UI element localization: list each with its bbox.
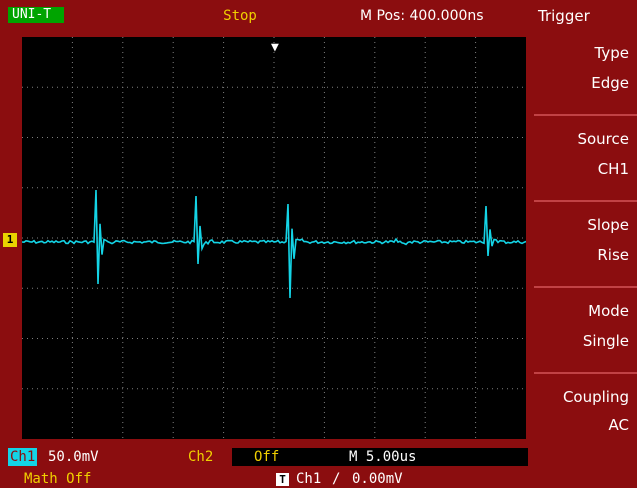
ch2-field	[232, 448, 356, 466]
menu-label-slope: Slope	[587, 216, 629, 234]
trigger-source: Ch1	[296, 471, 322, 487]
trigger-level: 0.00mV	[352, 471, 403, 487]
math-status: Math Off	[24, 471, 92, 487]
menu-value-mode: Single	[582, 332, 629, 350]
ch1-tag[interactable]: Ch1	[8, 448, 38, 466]
menu-label-coupling: Coupling	[562, 388, 629, 406]
menu-item-slope[interactable]: Slope Rise	[534, 202, 637, 286]
run-status: Stop	[223, 8, 257, 24]
menu-value-type: Edge	[591, 74, 629, 92]
ch1-trace	[22, 189, 526, 299]
waveform-display	[22, 37, 526, 439]
menu-value-source: CH1	[597, 160, 629, 178]
menu-item-coupling[interactable]: Coupling AC	[534, 374, 637, 450]
menu-divider	[534, 200, 637, 202]
menu-value-slope: Rise	[597, 246, 629, 264]
side-menu: Type Edge Source CH1 Slope Rise Mode Sin…	[528, 30, 637, 450]
trigger-slope-icon: /	[332, 471, 341, 487]
menu-item-mode[interactable]: Mode Single	[534, 288, 637, 372]
ch2-tag[interactable]: Ch2	[188, 449, 214, 465]
timebase: M 5.00us	[349, 449, 417, 465]
timebase-field	[342, 448, 528, 466]
trigger-icon: T	[276, 473, 289, 486]
top-bar: UNI-T Stop M Pos: 400.000ns Trigger	[0, 0, 637, 26]
trigger-position-icon: ▼	[271, 40, 279, 55]
menu-title: Trigger	[538, 7, 590, 25]
menu-item-type[interactable]: Type Edge	[534, 30, 637, 114]
menu-label-source: Source	[577, 130, 629, 148]
menu-value-coupling: AC	[608, 416, 629, 434]
brand-logo: UNI-T	[8, 7, 64, 23]
menu-divider	[534, 114, 637, 116]
menu-divider	[534, 372, 637, 374]
ch2-state: Off	[254, 449, 280, 465]
graticule	[22, 37, 526, 439]
waveform-plot	[22, 37, 526, 439]
bottom-bar: Ch1 50.0mV Ch2 Off M 5.00us Math Off T C…	[0, 443, 637, 487]
menu-divider	[534, 286, 637, 288]
menu-label-type: Type	[594, 44, 629, 62]
ch1-scale: 50.0mV	[48, 449, 99, 465]
menu-label-mode: Mode	[588, 302, 629, 320]
horizontal-position: M Pos: 400.000ns	[360, 8, 484, 24]
menu-item-source[interactable]: Source CH1	[534, 116, 637, 200]
channel-1-marker-icon[interactable]: 1	[3, 233, 17, 247]
